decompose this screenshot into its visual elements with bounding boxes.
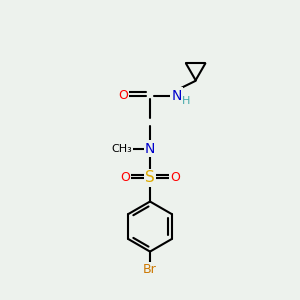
Text: O: O [170, 172, 180, 184]
Text: O: O [118, 89, 128, 102]
Text: H: H [182, 96, 190, 106]
Text: S: S [145, 170, 155, 185]
Text: O: O [120, 172, 130, 184]
Text: Br: Br [143, 263, 157, 276]
Text: CH₃: CH₃ [112, 143, 132, 154]
Text: N: N [171, 88, 182, 103]
Text: N: N [145, 142, 155, 155]
